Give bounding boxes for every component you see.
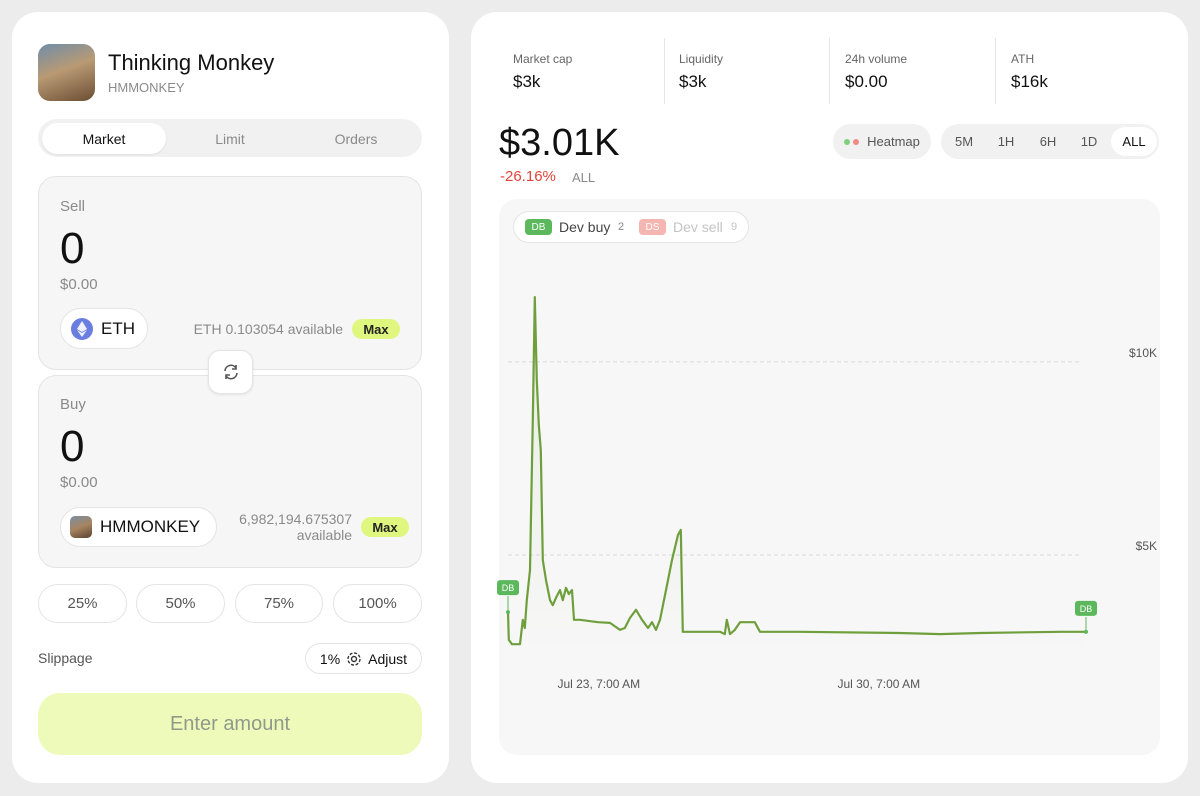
- legend-label[interactable]: Dev buy: [559, 219, 611, 235]
- x-tick-label: Jul 30, 7:00 AM: [837, 677, 920, 691]
- divider: [664, 38, 665, 104]
- marker-dot: [506, 610, 510, 615]
- slippage-value: 1%: [319, 650, 341, 667]
- range-button[interactable]: 5M: [954, 134, 974, 149]
- change-period: ALL: [572, 170, 596, 185]
- price-line: [506, 296, 1086, 646]
- chart-area: [499, 199, 1160, 755]
- legend-badge: DS: [639, 219, 666, 235]
- gear-icon: [347, 651, 361, 666]
- percent-button[interactable]: 50%: [136, 584, 225, 623]
- percent-button[interactable]: 75%: [235, 584, 323, 623]
- marker-badge: [1075, 600, 1097, 616]
- x-tick-label: Jul 23, 7:00 AM: [557, 677, 640, 691]
- submit-button[interactable]: Enter amount: [38, 693, 422, 755]
- stat-label: Liquidity: [679, 52, 724, 66]
- marker-badge: [497, 580, 519, 596]
- marker-label: DB: [1080, 604, 1093, 614]
- stat-label: ATH: [1011, 52, 1035, 66]
- stat-label: 24h volume: [845, 52, 908, 66]
- dot: [853, 138, 860, 145]
- slippage-button[interactable]: 1% Adjust: [305, 643, 422, 674]
- sell-amount[interactable]: 0: [60, 224, 85, 273]
- token-avatar: [38, 44, 95, 101]
- divider: [995, 38, 996, 104]
- price: $3.01K: [499, 122, 620, 164]
- percent-button[interactable]: 25%: [38, 584, 127, 623]
- tab-active: [42, 123, 166, 154]
- heatmap-label: Heatmap: [867, 134, 920, 149]
- tab[interactable]: Orders: [334, 130, 378, 147]
- tab[interactable]: Market: [82, 130, 126, 147]
- stat-value: $16k: [1011, 72, 1048, 91]
- marker-dot: [1084, 629, 1088, 634]
- range-button[interactable]: ALL: [1122, 134, 1146, 149]
- chart-legend: [513, 211, 749, 243]
- range-active: [1111, 127, 1157, 156]
- range-button[interactable]: 1H: [997, 134, 1015, 149]
- token-name: Thinking Monkey: [108, 50, 275, 75]
- swap-icon: [223, 364, 238, 380]
- eth-icon: [71, 317, 93, 340]
- stat-label: Market cap: [513, 52, 573, 66]
- buy-amount[interactable]: 0: [60, 422, 85, 471]
- sell-label: Sell: [60, 198, 86, 215]
- slippage-label: Slippage: [38, 650, 93, 666]
- buy-token: HMMONKEY: [100, 517, 201, 536]
- slippage-adjust: Adjust: [368, 650, 408, 667]
- line-area: [508, 297, 1086, 660]
- y-tick-label: $10K: [1129, 346, 1157, 360]
- percent-button[interactable]: 100%: [333, 584, 422, 623]
- stat-value: $3k: [679, 72, 707, 91]
- legend-count: 2: [618, 221, 625, 233]
- stat-value: $0.00: [845, 72, 888, 91]
- range-button[interactable]: 1D: [1080, 134, 1098, 149]
- sell-usd: $0.00: [60, 276, 98, 293]
- heatmap-toggle[interactable]: Heatmap: [833, 124, 931, 159]
- sell-token: ETH: [101, 318, 135, 338]
- buy-label: Buy: [60, 396, 86, 413]
- legend-label[interactable]: Dev sell: [673, 219, 723, 235]
- legend-badge: DB: [525, 219, 552, 235]
- marker-label: DB: [502, 583, 515, 593]
- sell-token-button[interactable]: ETH: [60, 308, 148, 349]
- token-symbol: HMMONKEY: [108, 80, 185, 95]
- tab[interactable]: Limit: [215, 130, 245, 147]
- range-button[interactable]: 6H: [1039, 134, 1057, 149]
- sell-max[interactable]: Max: [352, 319, 400, 339]
- buy-max[interactable]: Max: [361, 517, 409, 537]
- buy-available: 6,982,194.675307 available: [239, 511, 352, 543]
- buy-usd: $0.00: [60, 474, 98, 491]
- swap-button[interactable]: [208, 350, 253, 394]
- buy-token-button[interactable]: HMMONKEY: [60, 507, 217, 547]
- sell-available: ETH 0.103054 available: [193, 321, 343, 337]
- token-icon: [70, 516, 92, 538]
- dot: [844, 138, 851, 145]
- y-tick-label: $5K: [1136, 539, 1157, 553]
- divider: [829, 38, 830, 104]
- stat-value: $3k: [513, 72, 541, 91]
- price-change: -26.16%: [500, 168, 556, 185]
- legend-count: 9: [731, 221, 738, 233]
